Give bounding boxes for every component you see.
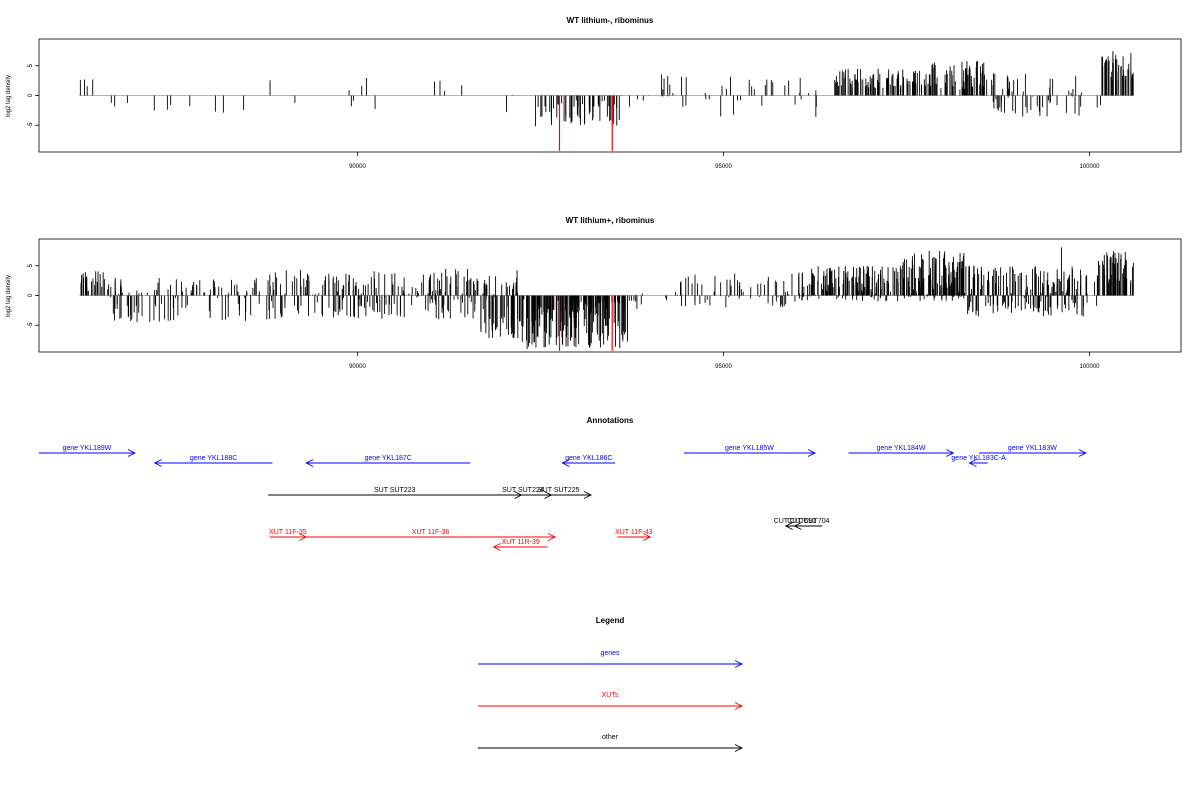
annotation-label: XUT 11F-43 [615, 529, 653, 536]
annotation-arrowhead [807, 449, 816, 457]
annotation-label: gene YKL185W [725, 445, 774, 452]
annotation-feature: SUT SUT225 [526, 487, 592, 499]
annotation-feature: XUT 11F-43 [615, 529, 653, 541]
axes-group: 5 0 -5 90000 95000 100000 [28, 63, 1100, 170]
annotation-label: SUT SUT223 [374, 487, 416, 494]
panel-lithium-plus: WT lithium+, ribominus log2 tag density … [6, 216, 1182, 370]
annotation-feature: gene YKL189W [39, 445, 136, 457]
annotation-feature: gene YKL185W [683, 445, 816, 457]
annotation-items: gene YKL189W gene YKL188C gene YKL187C gene… [39, 445, 1087, 551]
panel-title: WT lithium+, ribominus [566, 216, 655, 225]
y-axis-label: log2 tag density [6, 75, 12, 117]
legend-title: Legend [596, 616, 625, 625]
x-tick-label: 100000 [1079, 164, 1100, 170]
legend-entry: other [478, 734, 744, 752]
annotation-label: gene YKL187C [365, 455, 412, 462]
annotation-label: gene YKL186C [565, 455, 612, 462]
annotation-arrowhead [153, 459, 162, 467]
annotation-label: gene YKL188C [190, 455, 237, 462]
y-tick-label: -5 [28, 122, 34, 128]
annotation-arrowhead [784, 522, 793, 530]
axes-group: 5 0 -5 90000 95000 100000 [28, 263, 1100, 370]
bars-group [79, 247, 1134, 351]
legend-panel: Legend genes XUTs other [478, 616, 744, 752]
legend-items: genes XUTs other [478, 650, 744, 752]
x-tick-label: 100000 [1079, 364, 1100, 370]
y-tick-label: 5 [28, 63, 34, 67]
x-tick-label: 95000 [715, 164, 732, 170]
y-tick-label: -5 [28, 322, 34, 328]
annotation-feature: SUT SUT223 [268, 487, 523, 499]
legend-entry: XUTs [478, 692, 744, 710]
annotation-arrowhead [1078, 449, 1087, 457]
legend-entry: genes [478, 650, 744, 668]
annotation-label: XUT 11R-39 [502, 539, 540, 546]
annotation-label: XUT 11F-35 [269, 529, 307, 536]
bars-group [79, 51, 1134, 151]
annotation-arrowhead [492, 543, 501, 551]
annotation-feature: gene YKL186C [561, 455, 616, 467]
annotation-label: gene YKL189W [62, 445, 111, 452]
panel-title: WT lithium-, ribominus [567, 16, 654, 25]
annotation-feature: CUT CUT704 [787, 518, 830, 530]
panel-lithium-minus: WT lithium-, ribominus log2 tag density … [6, 16, 1182, 170]
annotation-feature: XUT 11F-36 [306, 529, 557, 541]
y-tick-label: 5 [28, 263, 34, 267]
legend-label: XUTs [602, 692, 619, 699]
annotations-title: Annotations [587, 416, 634, 425]
y-tick-label: 0 [28, 93, 34, 97]
annotation-arrowhead [793, 522, 802, 530]
legend-arrowhead [734, 744, 744, 752]
annotation-arrowhead [946, 449, 955, 457]
annotation-label: XUT 11F-36 [412, 529, 450, 536]
annotation-feature: XUT 11R-39 [492, 539, 548, 551]
legend-arrowhead [734, 702, 744, 710]
annotation-label: CUT CUT691 [774, 518, 816, 525]
annotation-label: SUT SUT225 [538, 487, 580, 494]
x-tick-label: 90000 [349, 164, 366, 170]
annotation-feature: gene YKL184W [848, 445, 955, 457]
annotation-label: gene YKL184W [877, 445, 926, 452]
legend-label: other [602, 734, 619, 741]
annotation-feature: XUT 11F-35 [269, 529, 308, 541]
annotation-label: gene YKL183W [1008, 445, 1057, 452]
annotation-feature: gene YKL188C [153, 455, 273, 467]
annotation-arrowhead [968, 459, 977, 467]
annotation-feature: gene YKL183C-A [951, 455, 1006, 467]
annotation-arrowhead [305, 459, 314, 467]
x-tick-label: 95000 [715, 364, 732, 370]
annotation-label: CUT CUT704 [787, 518, 829, 525]
annotation-label: gene YKL183C-A [951, 455, 1006, 462]
legend-arrowhead [734, 660, 744, 668]
annotation-feature: gene YKL187C [305, 455, 471, 467]
annotation-label: SUT SUT224 [502, 487, 544, 494]
annotation-arrowhead [561, 459, 570, 467]
annotation-arrowhead [547, 533, 557, 541]
y-tick-label: 0 [28, 293, 34, 297]
y-axis-label: log2 tag density [6, 275, 12, 317]
annotation-arrowhead [583, 491, 592, 499]
annotation-feature: gene YKL183W [978, 445, 1087, 457]
annotation-arrowhead [643, 533, 652, 541]
annotation-arrowhead [127, 449, 136, 457]
legend-label: genes [600, 650, 620, 657]
x-tick-label: 90000 [349, 364, 366, 370]
